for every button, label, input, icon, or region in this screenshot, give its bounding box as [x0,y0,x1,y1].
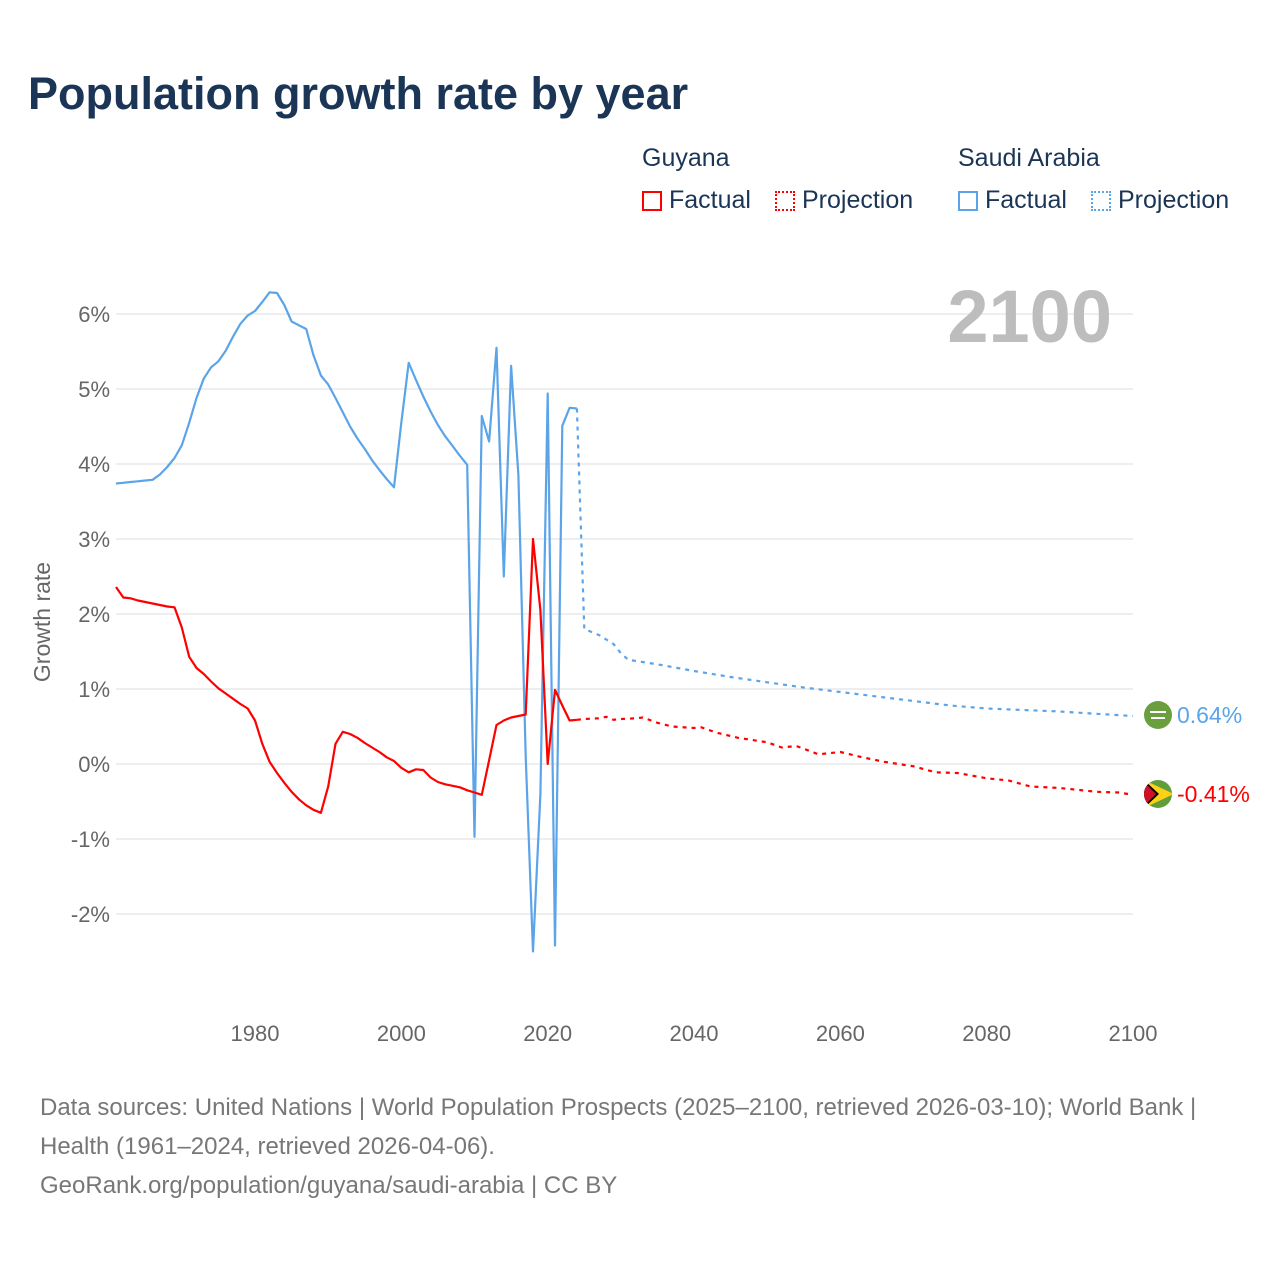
saudi-arabia-factual-line [115,291,578,953]
legend-swatch-dotted [1091,190,1111,211]
data-sources: Data sources: United Nations | World Pop… [40,1088,1240,1205]
x-tick-label: 2020 [523,1021,572,1046]
y-tick-label: 1% [78,677,110,702]
saudi-arabia-end-value: 0.64% [1177,702,1242,728]
x-tick-label: 2040 [670,1021,719,1046]
current-year-label: 2100 [947,275,1112,358]
sources-text: Data sources: United Nations | World Pop… [40,1094,1197,1160]
y-tick-label: -1% [71,827,110,852]
y-tick-label: -2% [71,902,110,927]
legend-item-saudi-factual[interactable]: Factual [958,186,1067,215]
legend-item-guyana-projection[interactable]: Projection [775,186,913,215]
saudi-arabia-projection-line [575,408,1134,718]
x-tick-label: 2100 [1109,1021,1158,1046]
y-tick-label: 5% [78,377,110,402]
legend-group-saudi-arabia: Saudi Arabia [958,144,1100,172]
legend-label: Projection [802,186,914,214]
x-tick-label: 1980 [231,1021,280,1046]
legend-item-guyana-factual[interactable]: Factual [642,186,751,215]
x-tick-label: 2080 [962,1021,1011,1046]
legend-group-guyana: Guyana [642,144,730,172]
x-tick-label: 2060 [816,1021,865,1046]
legend-label: Factual [985,186,1067,214]
y-tick-label: 3% [78,527,110,552]
legend-label: Factual [669,186,751,214]
legend-swatch-dotted [775,190,795,211]
guyana-flag-icon [1144,780,1172,808]
legend-swatch-solid [958,190,978,211]
y-tick-label: 0% [78,752,110,777]
y-axis-label: Growth rate [29,562,55,682]
legend-item-saudi-projection[interactable]: Projection [1091,186,1229,215]
guyana-end-value: -0.41% [1177,781,1250,807]
legend-label: Projection [1118,186,1230,214]
y-tick-label: 6% [78,302,110,327]
chart-title: Population growth rate by year [28,68,689,119]
x-tick-label: 2000 [377,1021,426,1046]
guyana-factual-line [115,537,578,814]
y-tick-label: 4% [78,452,110,477]
saudi-arabia-flag-icon [1144,701,1172,729]
legend-swatch-solid [642,190,662,211]
guyana-projection-line [576,715,1134,796]
y-tick-label: 2% [78,602,110,627]
attribution-link[interactable]: GeoRank.org/population/guyana/saudi-arab… [40,1172,618,1199]
